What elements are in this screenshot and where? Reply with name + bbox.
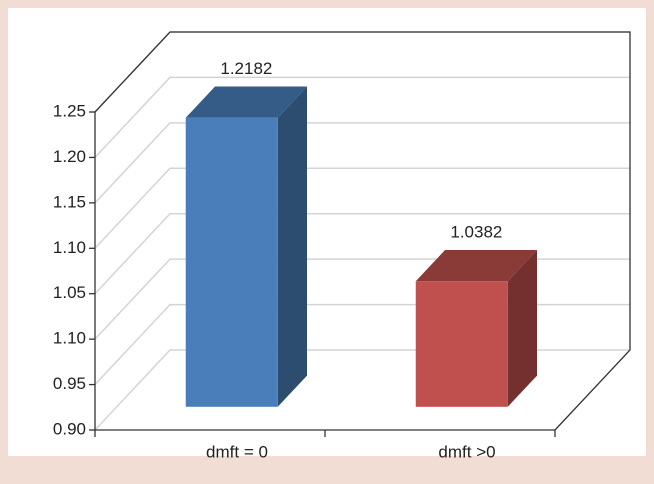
x-tick-label: dmft = 0: [206, 442, 268, 461]
y-tick-label: 0.90: [53, 419, 86, 438]
bar-top: [415, 250, 537, 282]
y-tick-label: 0.95: [53, 374, 86, 393]
bar-side: [507, 250, 537, 407]
y-tick-label: 1.10: [53, 329, 86, 348]
grid-line: [94, 122, 630, 204]
bar-side: [277, 86, 307, 407]
x-tick-label: dmft >0: [438, 442, 495, 461]
grid-line: [94, 76, 630, 158]
value-label: 1.2182: [220, 59, 272, 78]
y-tick-label: 1.20: [53, 147, 86, 166]
y-tick-label: 1.15: [53, 192, 86, 211]
bar: [415, 281, 508, 407]
grid-line: [94, 167, 630, 249]
y-tick-label: 1.05: [53, 283, 86, 302]
y-tick-label: 1.10: [53, 238, 86, 257]
y-tick-label: 1.25: [53, 101, 86, 120]
bar-top: [185, 86, 307, 118]
grid-line: [94, 212, 630, 295]
plot-panel: [8, 8, 646, 456]
value-label: 1.0382: [450, 223, 502, 242]
bar: [185, 117, 278, 407]
back-frame: [94, 31, 631, 431]
